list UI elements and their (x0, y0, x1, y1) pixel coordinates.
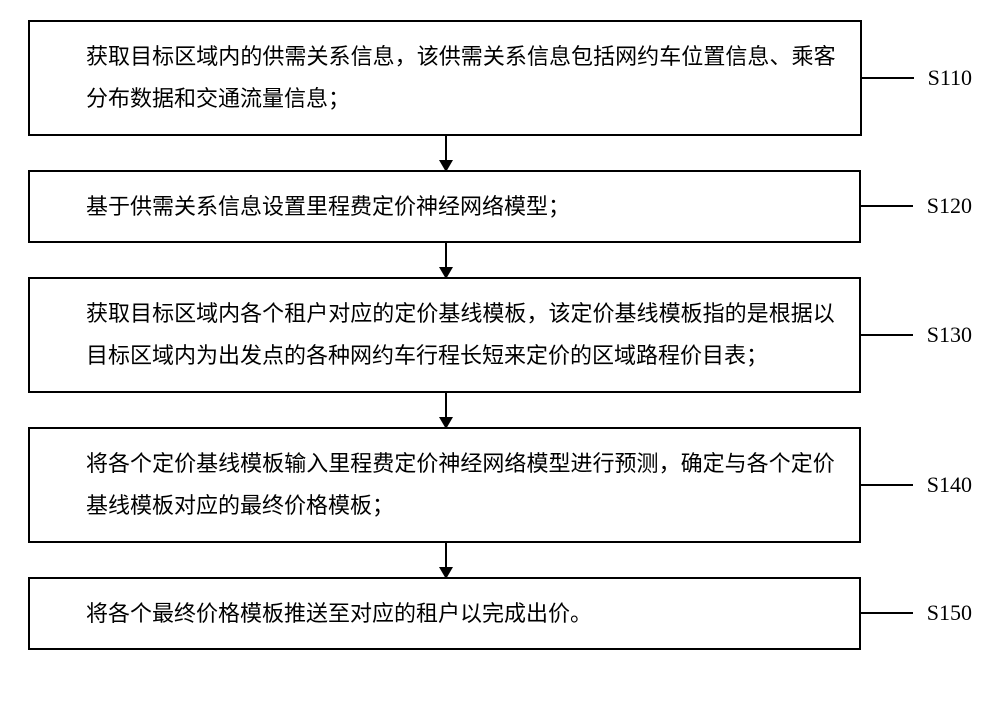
flow-box-text: 将各个最终价格模板推送至对应的租户以完成出价。 (86, 601, 592, 626)
step-label: S120 (927, 193, 972, 219)
flow-step-s140: 将各个定价基线模板输入里程费定价神经网络模型进行预测，确定与各个定价基线模板对应… (28, 427, 972, 543)
flow-box: 获取目标区域内的供需关系信息，该供需关系信息包括网约车位置信息、乘客分布数据和交… (28, 20, 862, 136)
flow-box: 将各个定价基线模板输入里程费定价神经网络模型进行预测，确定与各个定价基线模板对应… (28, 427, 861, 543)
label-connector (861, 205, 913, 207)
flow-box: 将各个最终价格模板推送至对应的租户以完成出价。 (28, 577, 861, 651)
label-connector (861, 612, 913, 614)
flow-step-s110: 获取目标区域内的供需关系信息，该供需关系信息包括网约车位置信息、乘客分布数据和交… (28, 20, 972, 136)
flow-step-s130: 获取目标区域内各个租户对应的定价基线模板，该定价基线模板指的是根据以目标区域内为… (28, 277, 972, 393)
flow-box-text: 获取目标区域内各个租户对应的定价基线模板，该定价基线模板指的是根据以目标区域内为… (86, 301, 835, 368)
flow-box-text: 基于供需关系信息设置里程费定价神经网络模型； (86, 194, 570, 219)
flow-arrow (28, 136, 864, 170)
flow-arrow (28, 243, 864, 277)
step-label: S150 (927, 600, 972, 626)
flow-box: 获取目标区域内各个租户对应的定价基线模板，该定价基线模板指的是根据以目标区域内为… (28, 277, 861, 393)
label-connector (861, 334, 913, 336)
flow-box: 基于供需关系信息设置里程费定价神经网络模型； (28, 170, 861, 244)
step-label: S110 (928, 65, 972, 91)
flow-box-text: 获取目标区域内的供需关系信息，该供需关系信息包括网约车位置信息、乘客分布数据和交… (86, 44, 836, 111)
flow-box-text: 将各个定价基线模板输入里程费定价神经网络模型进行预测，确定与各个定价基线模板对应… (86, 451, 835, 518)
flow-arrow (28, 543, 864, 577)
flow-arrow (28, 393, 864, 427)
flow-step-s120: 基于供需关系信息设置里程费定价神经网络模型； S120 (28, 170, 972, 244)
flow-step-s150: 将各个最终价格模板推送至对应的租户以完成出价。 S150 (28, 577, 972, 651)
step-label: S130 (927, 322, 972, 348)
step-label: S140 (927, 472, 972, 498)
label-connector (861, 484, 913, 486)
label-connector (862, 77, 914, 79)
flowchart-container: 获取目标区域内的供需关系信息，该供需关系信息包括网约车位置信息、乘客分布数据和交… (28, 20, 972, 650)
